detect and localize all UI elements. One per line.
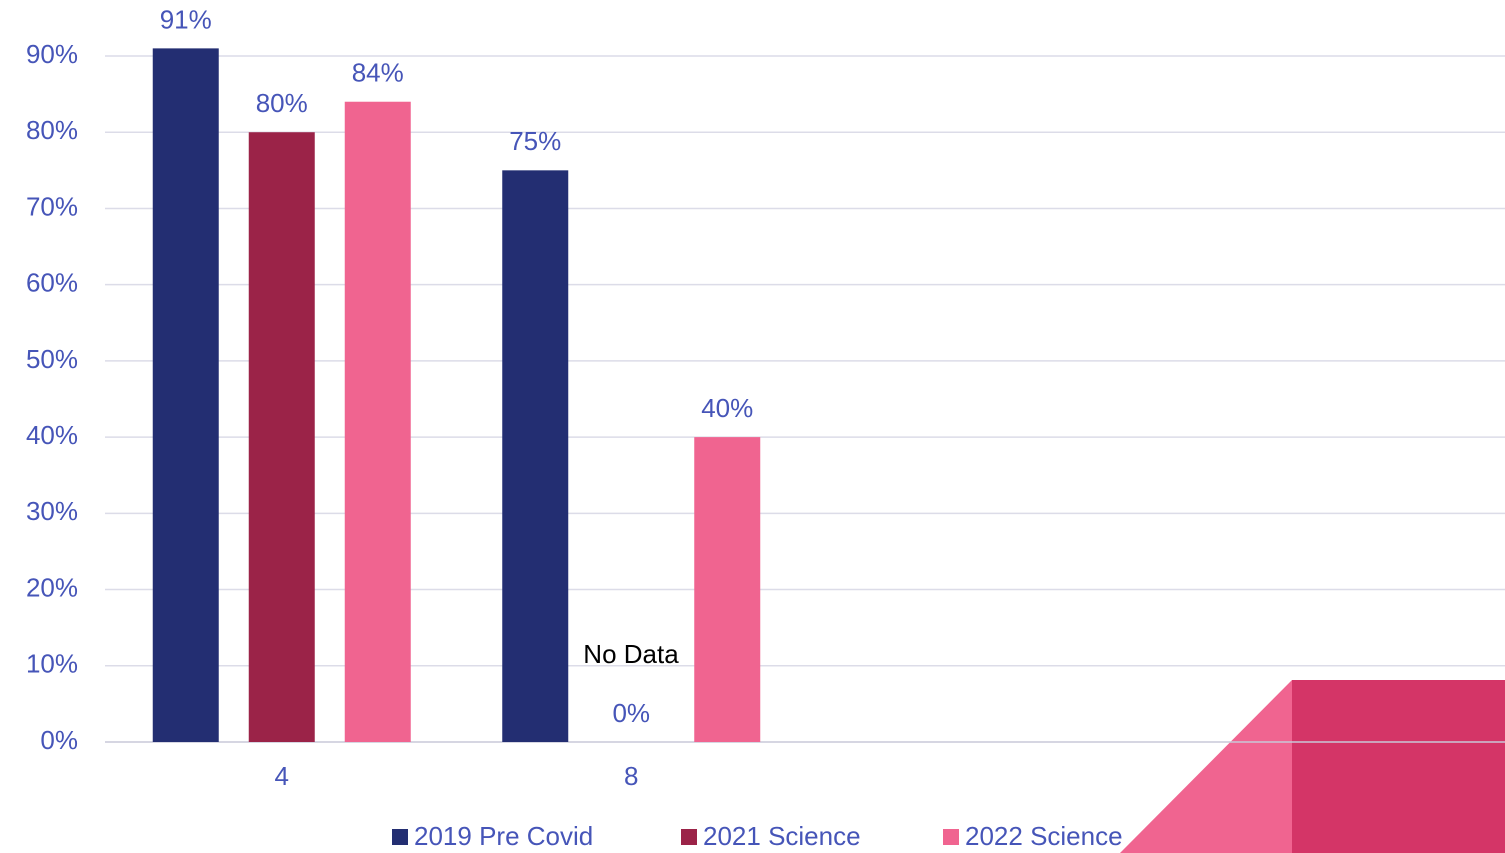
y-tick-label: 60% xyxy=(26,268,78,298)
y-tick-label: 50% xyxy=(26,344,78,374)
data-label: 40% xyxy=(701,393,753,423)
legend-swatch xyxy=(392,829,408,845)
bar xyxy=(344,101,411,742)
legend-swatch xyxy=(681,829,697,845)
y-tick-label: 10% xyxy=(26,649,78,679)
legend-label: 2021 Science xyxy=(703,821,861,851)
y-tick-label: 80% xyxy=(26,115,78,145)
x-tick-label: 8 xyxy=(624,761,638,791)
legend-label: 2022 Science xyxy=(965,821,1123,851)
decor-block xyxy=(1292,680,1505,853)
data-label: 84% xyxy=(352,58,404,88)
annotation: No Data xyxy=(583,639,679,669)
x-tick-label: 4 xyxy=(275,761,289,791)
data-label: 0% xyxy=(612,698,650,728)
data-label: 75% xyxy=(509,126,561,156)
bar xyxy=(694,437,761,742)
y-tick-label: 70% xyxy=(26,191,78,221)
y-tick-label: 20% xyxy=(26,572,78,602)
decoration xyxy=(1120,680,1505,853)
y-tick-label: 90% xyxy=(26,39,78,69)
bar xyxy=(248,132,315,742)
y-tick-label: 0% xyxy=(40,725,78,755)
bar xyxy=(152,48,219,742)
bar xyxy=(502,170,569,743)
data-label: 91% xyxy=(160,4,212,34)
y-tick-label: 30% xyxy=(26,496,78,526)
data-label: 80% xyxy=(256,88,308,118)
legend-label: 2019 Pre Covid xyxy=(414,821,593,851)
y-tick-label: 40% xyxy=(26,420,78,450)
legend-swatch xyxy=(943,829,959,845)
